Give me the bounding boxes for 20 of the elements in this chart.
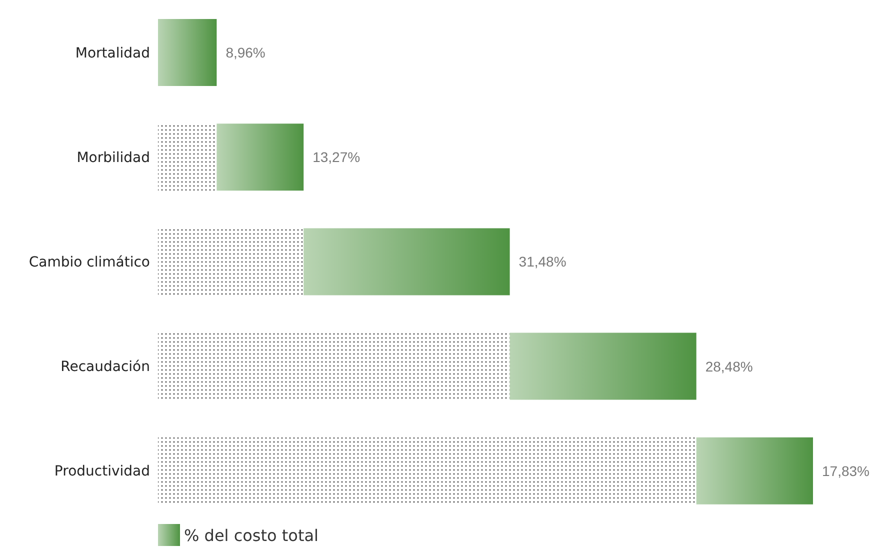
bar xyxy=(216,124,304,191)
legend-label: % del costo total xyxy=(184,526,318,544)
data-label: 8,96% xyxy=(226,44,266,60)
bar xyxy=(158,332,510,400)
y-tick-label: Mortalidad xyxy=(75,45,150,62)
y-tick-label: Productividad xyxy=(54,464,150,480)
bar xyxy=(158,124,217,191)
bar xyxy=(158,228,304,296)
data-label: 17,83% xyxy=(822,462,870,479)
data-label: 31,48% xyxy=(518,254,566,270)
bar xyxy=(304,228,510,296)
y-tick-label: Cambio climático xyxy=(28,254,150,270)
bar xyxy=(510,332,696,400)
data-label: 13,27% xyxy=(312,149,360,166)
bar xyxy=(696,437,813,504)
data-label: 28,48% xyxy=(705,358,753,374)
y-tick-label: Morbilidad xyxy=(76,150,150,166)
bar xyxy=(158,19,217,86)
y-tick-label: Recaudación xyxy=(60,359,150,376)
bar xyxy=(158,437,696,504)
